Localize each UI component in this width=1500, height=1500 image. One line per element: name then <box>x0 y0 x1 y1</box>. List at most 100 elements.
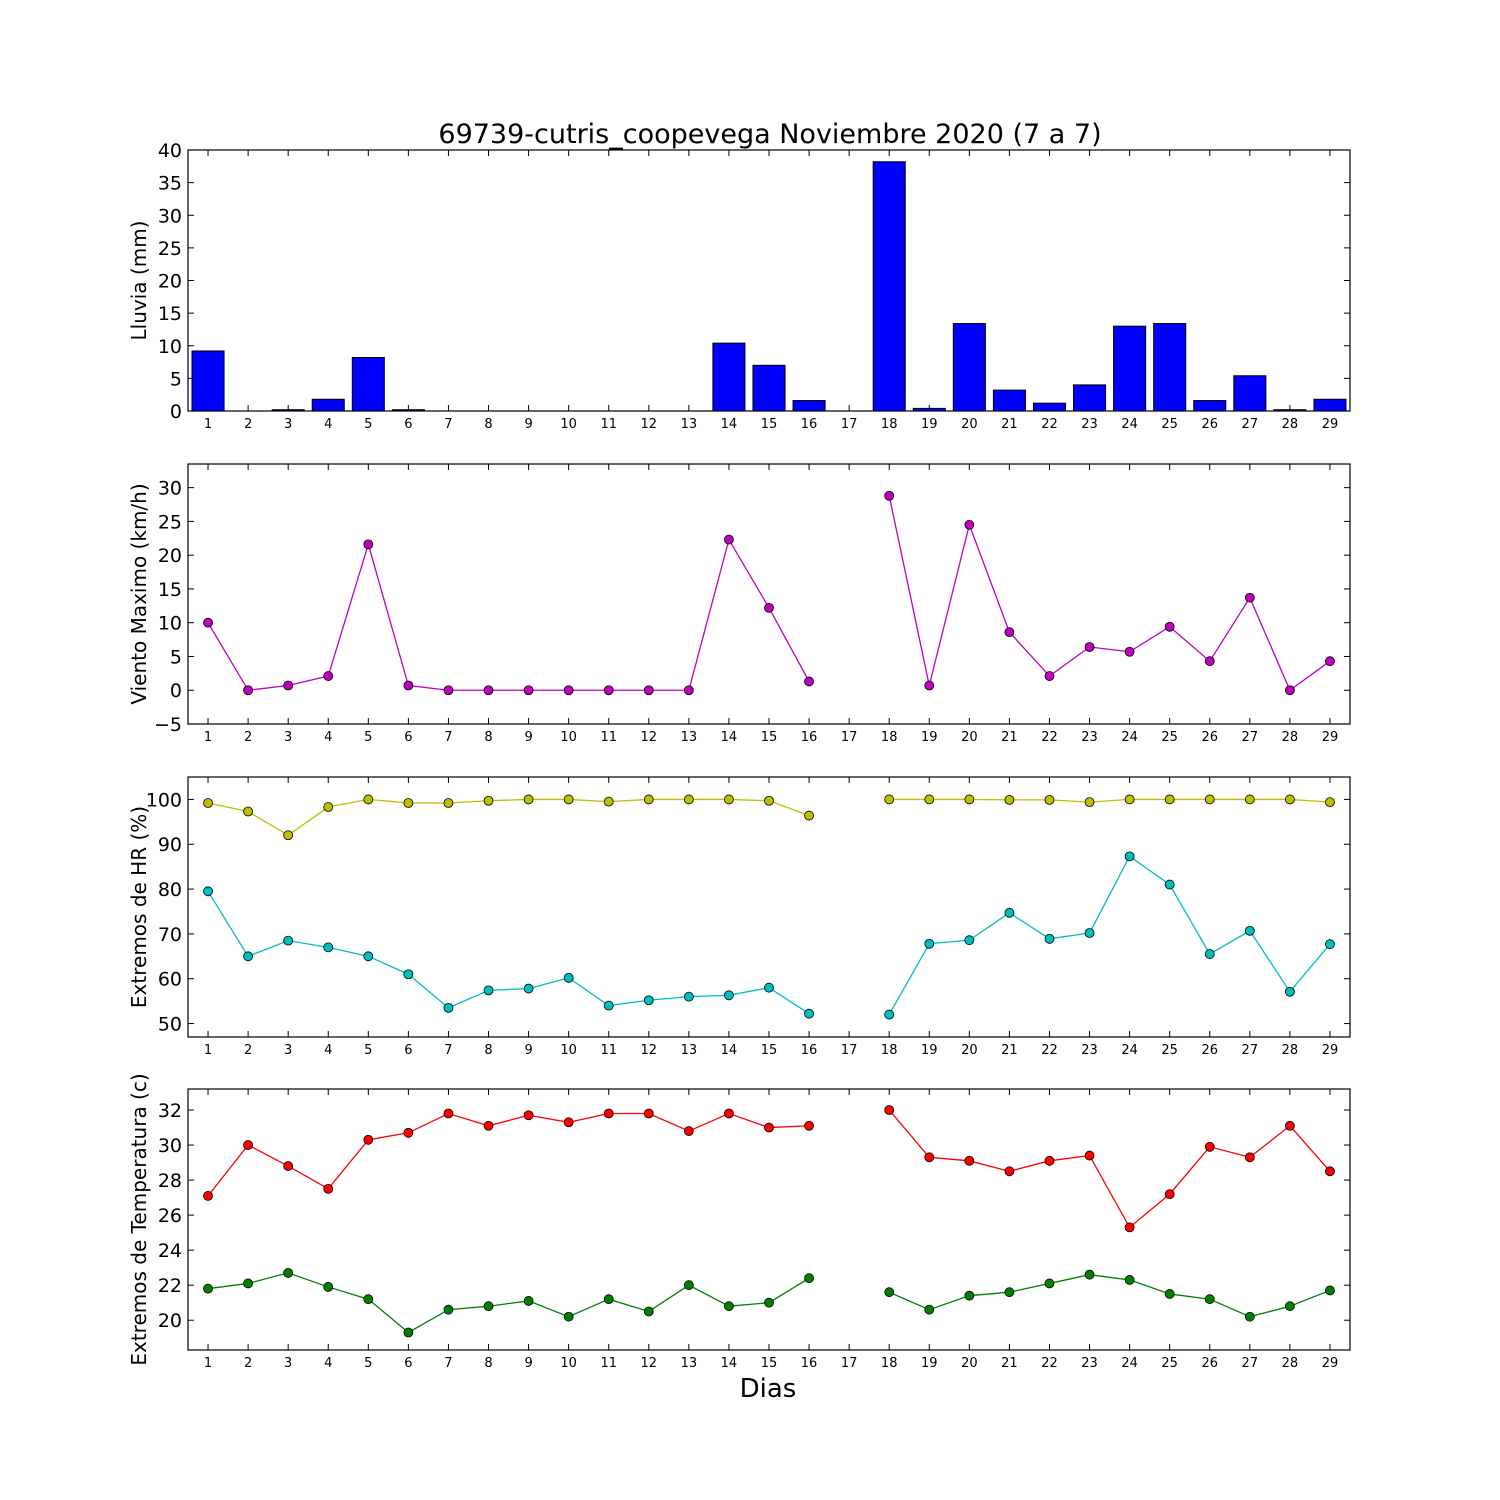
x-axis-label: Dias <box>740 1374 797 1404</box>
y-tick-label: 40 <box>158 140 182 162</box>
x-tick-label: 5 <box>364 1043 372 1058</box>
x-tick-label: 19 <box>921 1043 938 1058</box>
x-tick-label: 5 <box>364 1356 372 1371</box>
data-point <box>964 1290 975 1301</box>
x-tick-label: 18 <box>881 1043 898 1058</box>
x-tick-label: 17 <box>841 1043 858 1058</box>
data-point <box>403 1327 414 1338</box>
x-tick-label: 11 <box>600 730 617 745</box>
data-point <box>323 942 334 953</box>
x-tick-label: 1 <box>204 1356 212 1371</box>
x-tick-label: 20 <box>961 730 978 745</box>
x-tick-label: 21 <box>1001 730 1018 745</box>
data-point <box>403 969 414 980</box>
x-tick-label: 10 <box>560 417 577 432</box>
data-point <box>443 798 454 808</box>
x-tick-label: 29 <box>1322 1043 1339 1058</box>
data-point <box>683 1280 694 1291</box>
x-tick-label: 18 <box>881 730 898 745</box>
data-point <box>523 685 534 696</box>
data-point <box>243 685 254 696</box>
x-tick-label: 2 <box>244 1356 252 1371</box>
series-line <box>207 537 810 691</box>
data-point <box>1244 794 1255 805</box>
data-point <box>683 685 694 696</box>
x-tick-label: 13 <box>681 417 698 432</box>
data-point <box>443 1108 454 1119</box>
x-tick-label: 7 <box>444 417 452 432</box>
data-point <box>323 802 334 812</box>
y-tick-label: 0 <box>170 401 182 423</box>
data-point <box>483 795 494 806</box>
x-tick-label: 28 <box>1282 417 1299 432</box>
data-point <box>1004 794 1015 805</box>
bar <box>1113 325 1147 412</box>
data-point <box>1204 794 1215 805</box>
data-point <box>683 794 694 805</box>
data-point <box>1204 1141 1215 1152</box>
x-tick-label: 26 <box>1201 417 1218 432</box>
x-tick-label: 16 <box>801 417 818 432</box>
y-tick-label: 35 <box>158 173 182 195</box>
bar <box>271 409 305 412</box>
x-tick-label: 4 <box>324 1356 332 1371</box>
data-point <box>643 995 654 1006</box>
data-point <box>1084 1150 1095 1161</box>
data-point <box>243 1278 254 1289</box>
data-point <box>1325 797 1335 808</box>
x-tick-label: 28 <box>1282 1356 1299 1371</box>
y-tick-label: 30 <box>158 478 182 500</box>
data-point <box>1084 797 1095 808</box>
data-point <box>203 617 213 628</box>
x-tick-label: 1 <box>204 417 212 432</box>
x-tick-label: 18 <box>881 417 898 432</box>
data-point <box>603 1294 614 1305</box>
data-point <box>884 794 895 805</box>
data-point <box>1124 646 1135 657</box>
data-point <box>1284 1120 1295 1131</box>
data-point <box>1124 1275 1135 1285</box>
bar <box>311 398 345 412</box>
x-tick-label: 12 <box>641 730 658 745</box>
data-point <box>1325 1166 1335 1177</box>
data-point <box>764 795 774 806</box>
y-tick-label: 60 <box>158 969 182 991</box>
x-tick-label: 6 <box>404 417 412 432</box>
data-point <box>724 1301 734 1312</box>
data-point <box>323 1282 334 1292</box>
data-point <box>483 685 494 696</box>
bar <box>351 356 385 412</box>
x-tick-label: 4 <box>324 730 332 745</box>
data-point <box>683 991 694 1002</box>
data-point <box>203 886 213 897</box>
data-point <box>443 1002 454 1013</box>
bar <box>912 407 946 412</box>
x-tick-label: 11 <box>600 1043 617 1058</box>
y-axis-label: Lluvia (mm) <box>127 221 151 341</box>
y-tick-label: 5 <box>170 368 182 390</box>
y-tick-label: 32 <box>158 1100 182 1122</box>
x-tick-label: 21 <box>1001 417 1018 432</box>
bar <box>1193 400 1227 412</box>
bar <box>1313 398 1347 412</box>
x-tick-label: 6 <box>404 1043 412 1058</box>
y-tick-label: 22 <box>158 1275 182 1297</box>
x-tick-label: 3 <box>284 417 292 432</box>
data-point <box>1284 986 1295 997</box>
x-tick-label: 16 <box>801 1356 818 1371</box>
x-tick-label: 19 <box>921 730 938 745</box>
x-tick-label: 24 <box>1121 417 1138 432</box>
x-tick-label: 3 <box>284 730 292 745</box>
data-point <box>764 1122 774 1133</box>
x-tick-label: 10 <box>560 1043 577 1058</box>
data-point <box>1204 1294 1215 1305</box>
data-point <box>603 685 614 696</box>
x-tick-label: 24 <box>1121 1356 1138 1371</box>
x-tick-label: 21 <box>1001 1043 1018 1058</box>
x-tick-label: 16 <box>801 730 818 745</box>
y-tick-label: 90 <box>158 834 182 856</box>
data-point <box>964 935 975 946</box>
x-tick-label: 15 <box>761 1356 778 1371</box>
